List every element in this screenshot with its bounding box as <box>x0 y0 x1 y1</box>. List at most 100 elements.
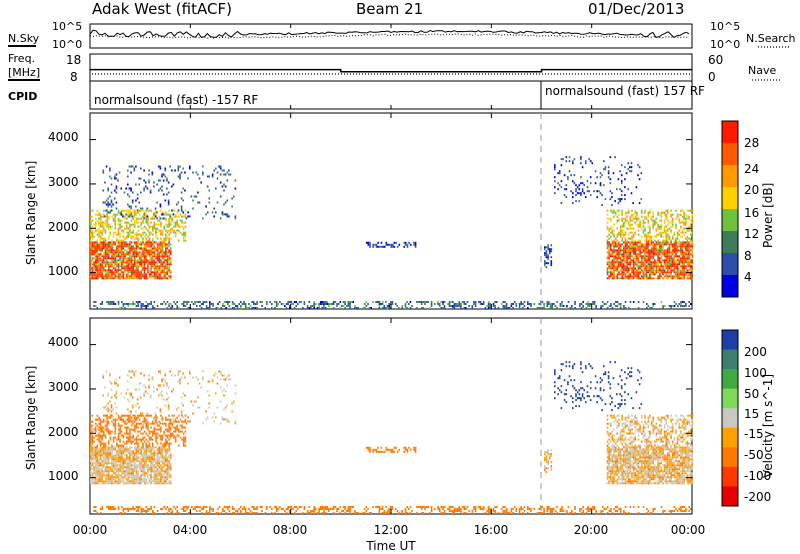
velocity-cell <box>94 480 97 483</box>
power-cell <box>103 275 105 278</box>
power-cell <box>632 263 635 266</box>
velocity-cell <box>156 456 159 459</box>
velocity-cell <box>105 404 108 407</box>
power-cell <box>91 263 94 266</box>
velocity-cell <box>150 426 152 429</box>
velocity-cell <box>148 442 151 445</box>
power-cell <box>143 275 146 278</box>
power-cell <box>109 269 112 272</box>
power-cell <box>219 165 222 168</box>
power-cell <box>98 265 100 268</box>
velocity-cell <box>160 450 162 453</box>
power-cell <box>172 213 175 216</box>
velocity-cell <box>122 476 125 479</box>
power-cell <box>581 188 584 191</box>
power-cell <box>372 245 374 248</box>
velocity-cell <box>129 448 131 451</box>
power-cell <box>668 305 671 307</box>
power-cell <box>681 305 684 307</box>
power-cell <box>163 239 165 242</box>
power-cell <box>127 273 130 276</box>
velocity-cell <box>117 432 120 435</box>
power-cell <box>99 273 102 276</box>
power-cell <box>163 253 165 256</box>
velocity-cell <box>111 430 113 433</box>
power-cell <box>153 221 156 224</box>
velocity-cell <box>155 458 157 461</box>
power-cell <box>681 249 684 252</box>
power-cell <box>649 263 651 266</box>
power-cell <box>96 219 99 222</box>
power-cell <box>106 253 108 256</box>
power-cell <box>96 241 99 244</box>
velocity-cell <box>160 456 162 459</box>
power-cell <box>381 303 384 305</box>
power-cell <box>132 267 134 270</box>
velocity-cell <box>143 436 146 439</box>
power-cell <box>647 215 650 218</box>
power-cell <box>119 261 121 264</box>
power-cell <box>212 305 214 307</box>
power-cell <box>166 269 169 272</box>
power-cell <box>121 257 123 260</box>
power-cell <box>160 243 162 246</box>
velocity-cell <box>119 474 121 477</box>
power-cell <box>91 225 94 228</box>
power-cell <box>671 225 674 228</box>
velocity-cell <box>160 480 162 483</box>
velocity-cell <box>112 418 115 421</box>
power-cell <box>668 275 671 278</box>
power-cell <box>631 277 633 280</box>
power-cell <box>103 255 105 258</box>
power-cell <box>685 227 687 230</box>
power-cell <box>91 243 94 246</box>
power-cell <box>606 261 609 264</box>
power-cell <box>616 301 619 303</box>
power-cell <box>101 245 103 248</box>
power-cell <box>594 182 597 185</box>
power-cell <box>606 301 609 303</box>
power-cell <box>187 177 189 180</box>
velocity-cell <box>134 482 136 485</box>
velocity-cell <box>137 416 139 419</box>
power-cell <box>143 235 146 238</box>
power-cell <box>686 217 689 220</box>
velocity-cell <box>152 460 154 463</box>
power-cell <box>158 275 161 278</box>
velocity-cell <box>109 430 112 433</box>
power-cell <box>99 257 102 260</box>
power-cell <box>156 201 158 204</box>
velocity-cell <box>125 448 128 451</box>
velocity-cell <box>124 420 126 423</box>
power-cell <box>654 235 656 238</box>
power-cell <box>160 275 162 278</box>
power-cell <box>681 215 684 218</box>
power-cell <box>572 196 574 199</box>
power-cell <box>685 247 687 250</box>
power-cell <box>147 303 149 305</box>
power-cell <box>145 227 147 230</box>
power-cell <box>117 301 120 303</box>
power-cell <box>647 221 650 224</box>
power-cell <box>212 303 214 305</box>
velocity-cell <box>110 388 113 391</box>
power-cell <box>228 305 231 307</box>
velocity-cell <box>169 426 172 429</box>
power-cell <box>680 301 682 303</box>
power-cell <box>109 261 112 264</box>
velocity-cell <box>122 468 125 471</box>
power-cell <box>623 271 625 274</box>
power-cell <box>90 219 92 222</box>
power-cell <box>613 263 615 266</box>
power-cell <box>99 229 102 232</box>
power-cell <box>112 301 115 303</box>
power-cell <box>671 249 674 252</box>
power-cell <box>655 253 658 256</box>
velocity-cell <box>91 438 94 441</box>
velocity-cell <box>163 466 165 469</box>
power-cell <box>641 243 643 246</box>
power-cell <box>683 243 685 246</box>
power-cell <box>160 229 162 232</box>
power-cell <box>667 247 669 250</box>
power-cell <box>528 303 531 305</box>
